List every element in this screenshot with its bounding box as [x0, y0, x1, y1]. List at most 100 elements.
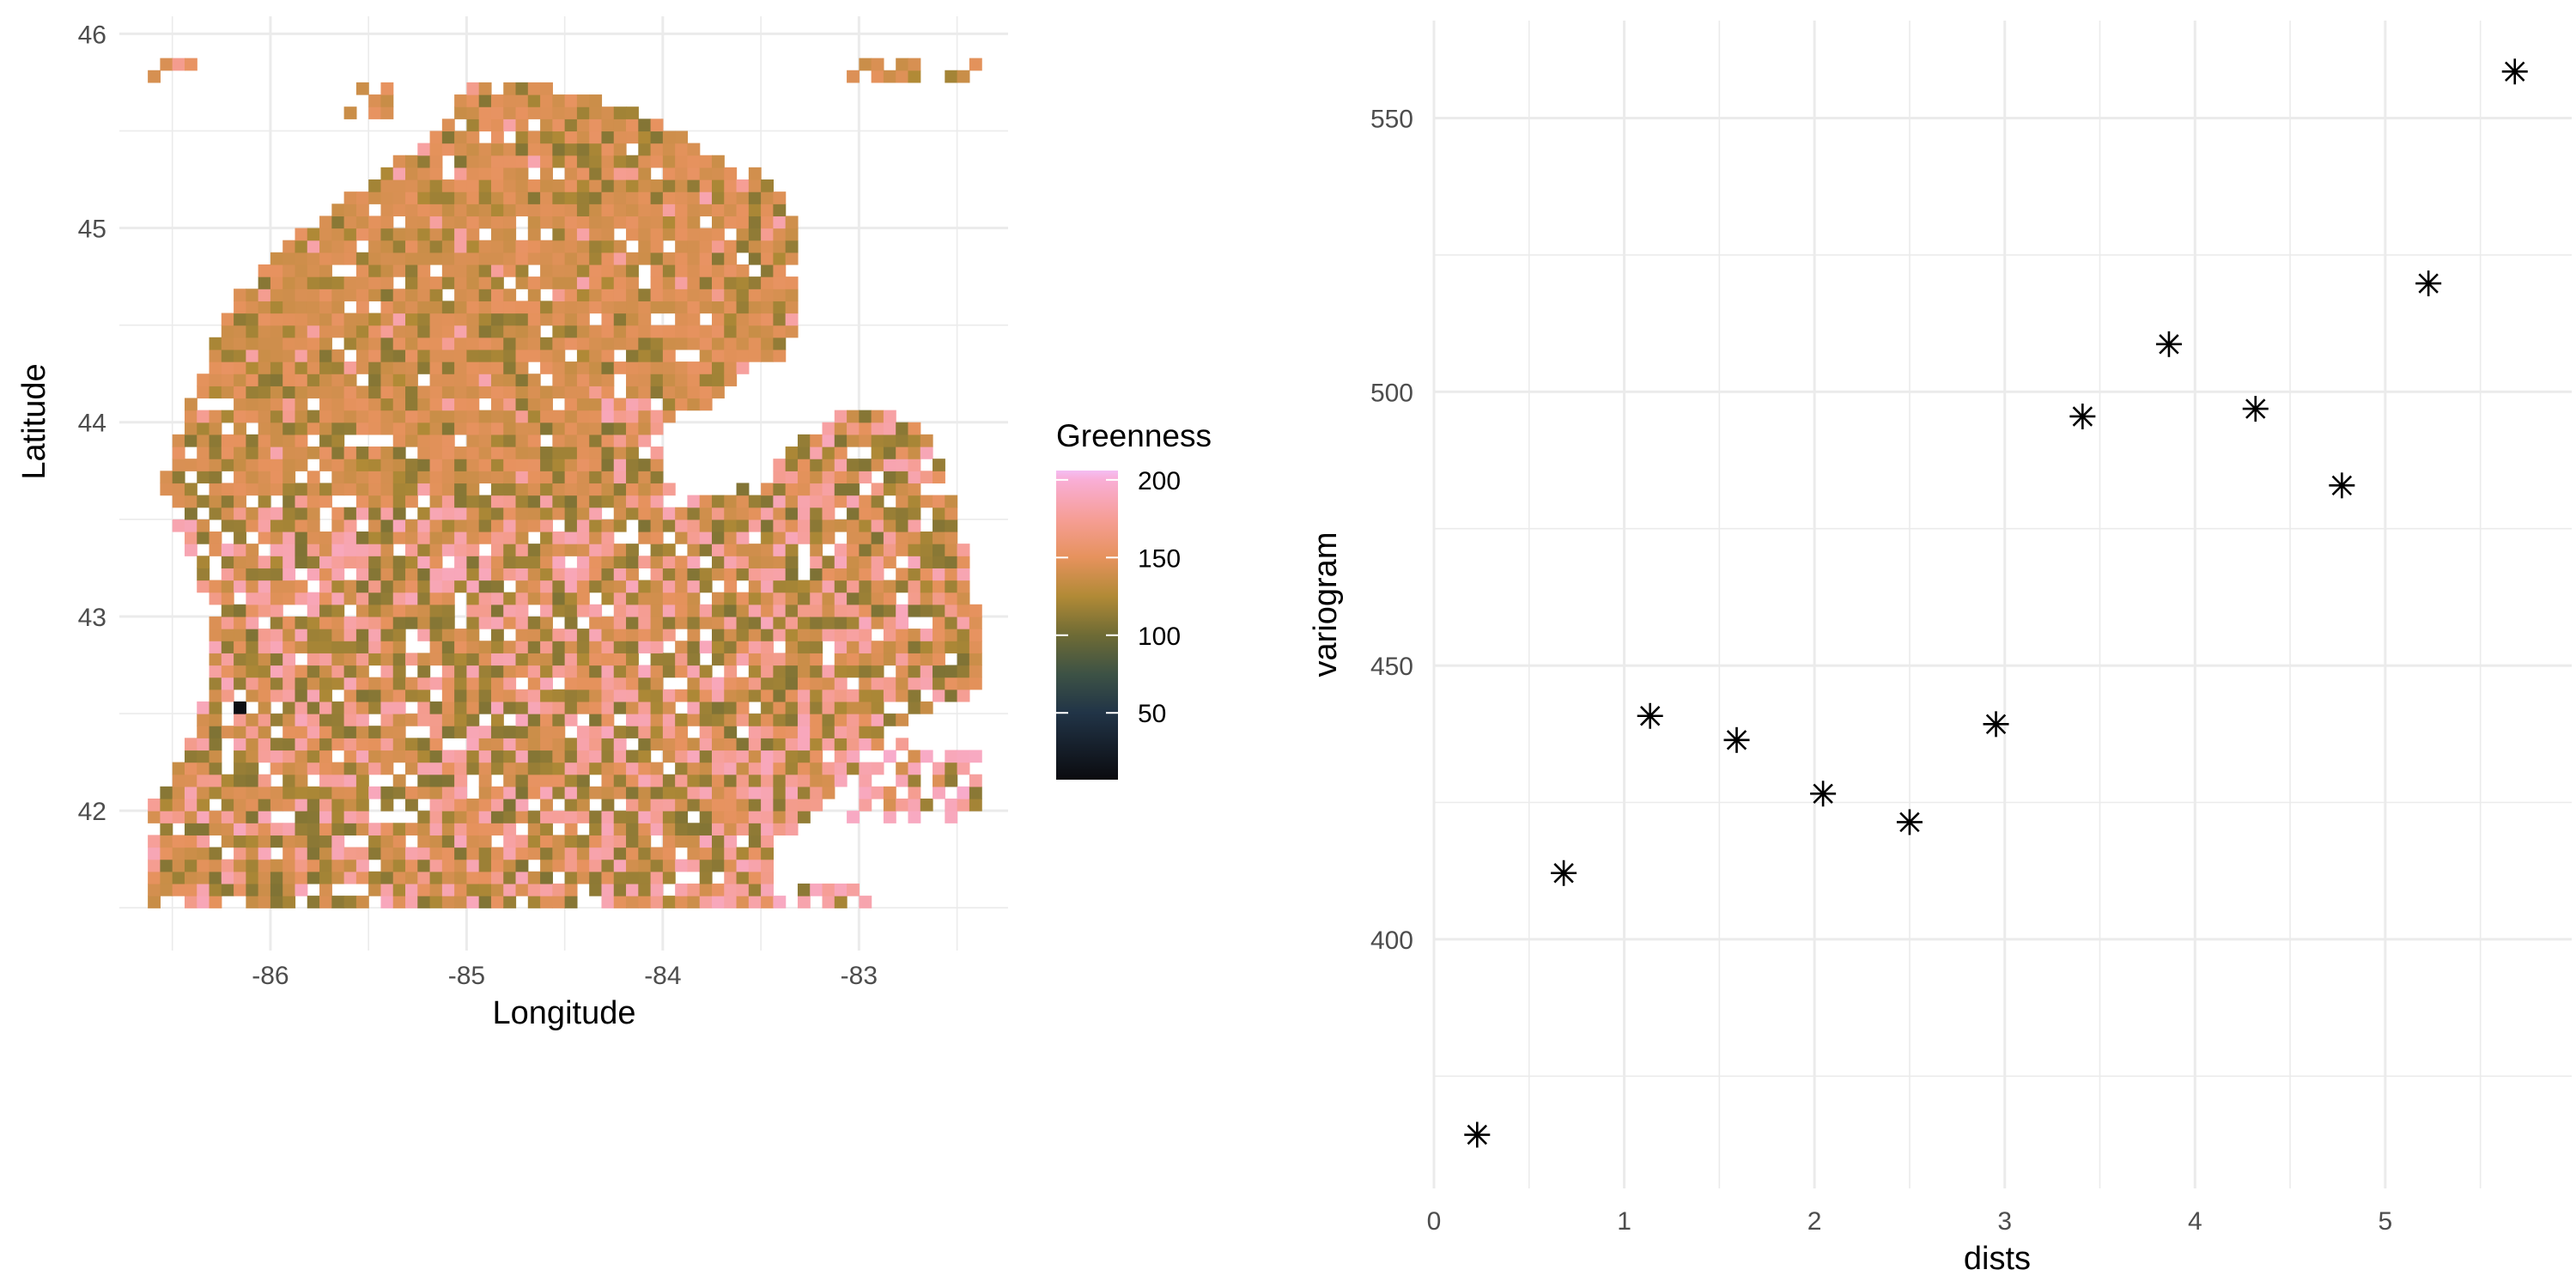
map-cell — [417, 155, 431, 168]
map-cell — [675, 191, 689, 204]
map-cell — [626, 228, 639, 241]
map-cell — [527, 191, 541, 204]
map-cell — [380, 799, 394, 811]
map-cell — [319, 386, 332, 399]
map-cell — [380, 276, 394, 289]
map-cell — [417, 301, 431, 314]
map-cell — [871, 641, 884, 653]
map-cell — [945, 507, 958, 520]
map-cell — [601, 422, 615, 435]
map-cell — [441, 422, 455, 435]
map-cell — [712, 714, 725, 726]
map-cell — [160, 799, 173, 811]
map-cell — [295, 422, 308, 435]
map-cell — [552, 665, 566, 678]
map-cell — [490, 568, 504, 581]
map-cell — [283, 556, 296, 568]
map-cell — [626, 106, 639, 119]
map-cell — [258, 653, 271, 666]
map-cell — [589, 118, 603, 132]
map-cell — [368, 726, 382, 738]
map-cell — [908, 556, 921, 568]
map-cell — [295, 325, 308, 338]
map-cell — [258, 896, 271, 908]
map-cell — [184, 531, 197, 544]
map-cell — [822, 495, 835, 508]
map-cell — [662, 483, 676, 496]
map-cell — [466, 714, 480, 726]
map-cell — [785, 689, 799, 702]
map-cell — [454, 410, 468, 423]
map-cell — [712, 556, 725, 568]
map-cell — [454, 859, 468, 872]
map-cell — [626, 191, 639, 204]
map-cell — [429, 883, 443, 896]
map-cell — [246, 556, 259, 568]
map-cell — [699, 750, 713, 763]
map-cell — [392, 398, 406, 411]
map-cell — [552, 495, 566, 508]
map-cell — [429, 422, 443, 435]
map-cell — [638, 811, 652, 823]
map-cell — [295, 240, 308, 253]
map-cell — [515, 434, 529, 447]
map-cell — [355, 762, 369, 775]
map-cell — [883, 544, 896, 556]
map-cell — [601, 204, 615, 217]
map-cell — [662, 228, 676, 241]
map-cell — [699, 896, 713, 908]
map-cell — [283, 859, 296, 872]
map-cell — [773, 216, 787, 229]
map-cell — [785, 738, 799, 751]
map-cell — [355, 531, 369, 544]
map-cell — [355, 616, 369, 629]
data-point-asterisk — [2329, 472, 2355, 499]
map-cell — [601, 738, 615, 751]
map-cell — [270, 276, 283, 289]
map-cell — [896, 459, 909, 471]
map-cell — [234, 422, 246, 435]
map-cell — [761, 847, 774, 860]
map-cell — [810, 738, 823, 751]
map-cell — [896, 483, 909, 496]
map-cell — [699, 398, 713, 411]
map-cell — [331, 349, 345, 362]
map-cell — [552, 386, 566, 399]
map-cell — [343, 811, 357, 823]
map-cell — [576, 592, 590, 605]
map-cell — [503, 871, 517, 884]
map-cell — [552, 859, 566, 872]
map-cell — [589, 216, 603, 229]
map-cell — [687, 204, 701, 217]
map-cell — [466, 544, 480, 556]
map-cell — [429, 179, 443, 192]
map-cell — [724, 531, 738, 544]
map-cell — [564, 143, 578, 156]
map-cell — [687, 847, 701, 860]
map-cell — [540, 483, 553, 496]
map-cell — [307, 337, 320, 350]
map-cell — [258, 580, 271, 593]
map-cell — [638, 386, 652, 399]
map-cell — [748, 847, 762, 860]
map-cell — [380, 228, 394, 241]
map-cell — [429, 835, 443, 848]
map-cell — [859, 762, 872, 775]
map-cell — [687, 386, 701, 399]
map-cell — [478, 653, 492, 666]
map-cell — [417, 786, 431, 799]
map-cell — [650, 871, 664, 884]
map-cell — [380, 689, 394, 702]
map-cell — [392, 507, 406, 520]
map-cell — [712, 374, 725, 386]
map-cell — [613, 629, 627, 641]
map-cell — [564, 434, 578, 447]
map-cell — [871, 459, 884, 471]
map-cell — [429, 592, 443, 605]
map-cell — [197, 762, 210, 775]
map-cell — [626, 896, 639, 908]
map-cell — [761, 313, 774, 326]
map-cell — [712, 191, 725, 204]
map-cell — [246, 337, 259, 350]
map-cell — [576, 580, 590, 593]
